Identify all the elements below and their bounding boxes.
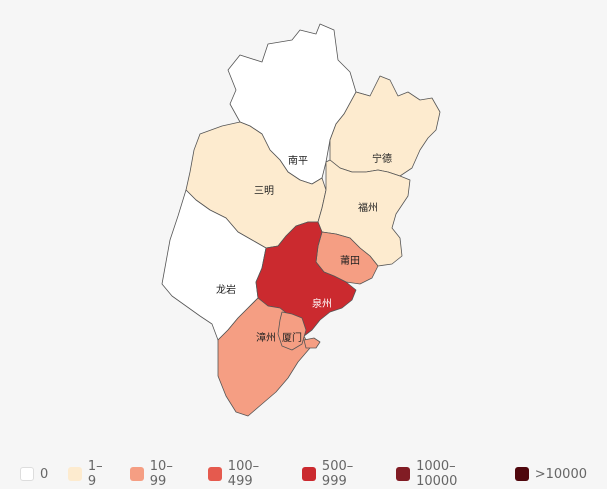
island-kinmen	[303, 337, 321, 349]
legend-label-4: 500–999	[321, 459, 354, 489]
legend-label-3: 100–499	[227, 459, 260, 489]
legend-item-2[interactable]: 10–99	[130, 459, 188, 489]
legend-item-6[interactable]: >10000	[514, 466, 587, 482]
legend-swatch-3	[208, 467, 222, 481]
legend-label-5: 1000–10000	[416, 459, 458, 489]
fujian-map: 南平 宁德 三明 福州 龙岩 莆田 泉州 漳州 厦门	[161, 23, 441, 417]
region-ningde[interactable]	[329, 75, 441, 177]
legend-item-1[interactable]: 1–9	[68, 459, 110, 489]
legend-swatch-4	[302, 467, 316, 481]
legend-swatch-6	[514, 467, 529, 481]
legend-swatch-5	[396, 467, 411, 481]
legend-label-0: 0	[40, 466, 49, 482]
legend: 0 1–9 10–99 100–499 500–999 1000–10000 >…	[20, 459, 607, 489]
legend-label-2: 10–99	[149, 459, 173, 489]
legend-swatch-1	[68, 467, 82, 481]
legend-label-6: >10000	[534, 466, 587, 482]
legend-swatch-2	[130, 467, 144, 481]
legend-swatch-0	[20, 467, 34, 481]
legend-item-0[interactable]: 0	[20, 467, 48, 482]
legend-item-4[interactable]: 500–999	[302, 459, 376, 489]
legend-label-1: 1–9	[87, 459, 103, 489]
region-quanzhou[interactable]	[255, 221, 357, 337]
legend-item-5[interactable]: 1000–10000	[396, 459, 494, 489]
region-xiamen[interactable]	[277, 311, 307, 351]
legend-item-3[interactable]: 100–499	[208, 459, 282, 489]
